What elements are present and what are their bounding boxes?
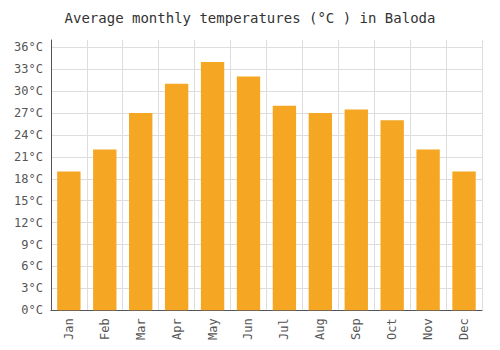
svg-text:May: May <box>206 318 220 340</box>
svg-text:36°C: 36°C <box>14 40 43 54</box>
svg-text:Oct: Oct <box>385 318 399 340</box>
svg-text:Jun: Jun <box>241 318 255 340</box>
svg-text:3°C: 3°C <box>21 281 43 295</box>
svg-text:15°C: 15°C <box>14 194 43 208</box>
svg-text:21°C: 21°C <box>14 150 43 164</box>
svg-text:30°C: 30°C <box>14 84 43 98</box>
svg-text:33°C: 33°C <box>14 62 43 76</box>
svg-text:Dec: Dec <box>457 318 471 340</box>
svg-text:12°C: 12°C <box>14 216 43 230</box>
svg-text:24°C: 24°C <box>14 128 43 142</box>
svg-text:Average monthly temperatures (: Average monthly temperatures (°C ) in Ba… <box>65 10 436 26</box>
svg-text:Nov: Nov <box>421 318 435 340</box>
svg-text:Mar: Mar <box>134 318 148 340</box>
svg-text:18°C: 18°C <box>14 172 43 186</box>
svg-text:Sep: Sep <box>349 318 363 340</box>
svg-text:6°C: 6°C <box>21 259 43 273</box>
svg-text:27°C: 27°C <box>14 106 43 120</box>
svg-text:Jul: Jul <box>277 318 291 340</box>
svg-text:Jan: Jan <box>62 318 76 340</box>
svg-text:Aug: Aug <box>313 318 327 340</box>
svg-text:Apr: Apr <box>170 318 184 340</box>
svg-text:0°C: 0°C <box>21 303 43 317</box>
svg-text:9°C: 9°C <box>21 238 43 252</box>
svg-text:Feb: Feb <box>98 318 112 340</box>
